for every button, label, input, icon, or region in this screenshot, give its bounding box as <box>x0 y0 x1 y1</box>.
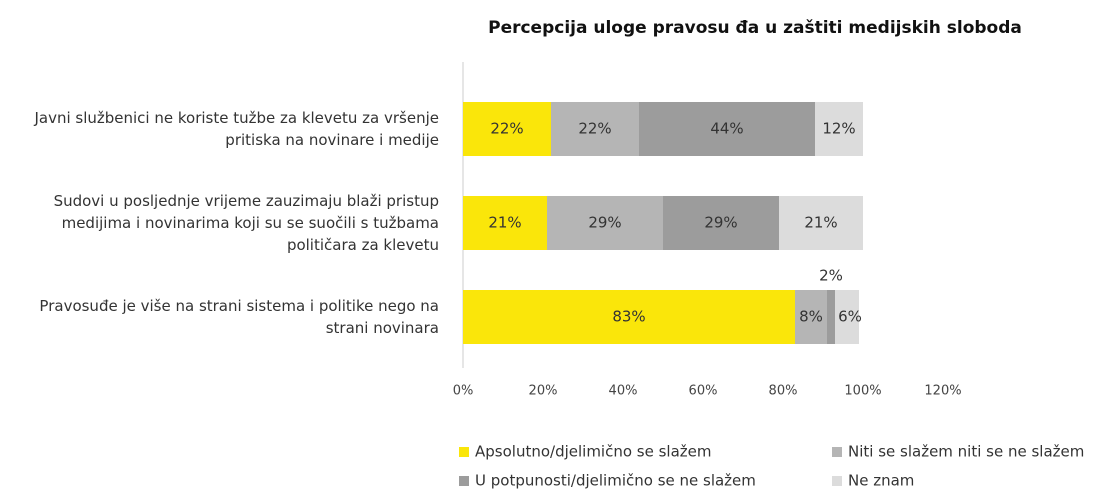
bar-segment <box>663 196 779 250</box>
category-label: Javni službenici ne koriste tužbe za kle… <box>34 109 439 149</box>
bar-segment <box>639 102 815 156</box>
data-label: 22% <box>578 120 611 138</box>
legend-swatch <box>832 447 842 457</box>
legend-label: Niti se slažem niti se ne slažem <box>848 443 1084 461</box>
bar-segment <box>551 102 639 156</box>
legend-swatch <box>459 447 469 457</box>
x-tick-label: 120% <box>924 384 961 399</box>
x-tick-label: 80% <box>769 384 798 399</box>
bar-segment <box>547 196 663 250</box>
legend-label: Apsolutno/djelimično se slažem <box>475 443 712 461</box>
data-label: 2% <box>819 267 843 285</box>
bar-segment <box>463 196 547 250</box>
x-tick-label: 60% <box>689 384 718 399</box>
legend-swatch <box>832 476 842 486</box>
x-tick-label: 20% <box>529 384 558 399</box>
data-label: 83% <box>612 308 645 326</box>
bar-segment <box>827 290 835 344</box>
bar-segment <box>463 290 795 344</box>
data-label: 21% <box>804 214 837 232</box>
x-tick-label: 0% <box>453 384 474 399</box>
legend-swatch <box>459 476 469 486</box>
x-tick-label: 100% <box>844 384 881 399</box>
bar-segment <box>463 102 551 156</box>
data-label: 12% <box>822 120 855 138</box>
data-label: 21% <box>488 214 521 232</box>
data-label: 29% <box>704 214 737 232</box>
bar-segment <box>835 290 859 344</box>
data-label: 29% <box>588 214 621 232</box>
data-label: 6% <box>838 308 862 326</box>
data-label: 8% <box>799 308 823 326</box>
bar-segment <box>779 196 863 250</box>
bar-segment <box>815 102 863 156</box>
chart-title: Percepcija uloge pravosu đa u zaštiti me… <box>488 18 1022 38</box>
legend-label: U potpunosti/djelimično se ne slažem <box>475 472 756 490</box>
data-label: 44% <box>710 120 743 138</box>
x-tick-label: 40% <box>609 384 638 399</box>
legend-label: Ne znam <box>848 472 914 490</box>
category-label: Pravosuđe je više na strani sistema i po… <box>39 297 439 337</box>
category-label: Sudovi u posljednje vrijeme zauzimaju bl… <box>53 192 439 254</box>
bar-segment <box>795 290 827 344</box>
data-label: 22% <box>490 120 523 138</box>
